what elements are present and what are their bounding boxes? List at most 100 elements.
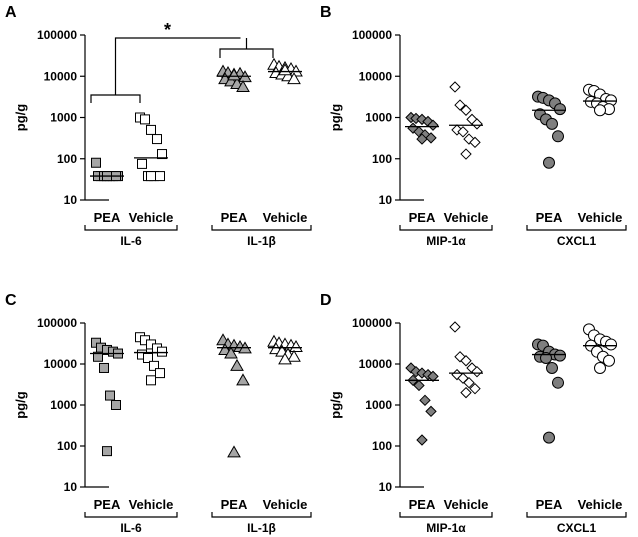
group-label: IL-6 <box>120 521 142 535</box>
data-point <box>137 158 147 169</box>
data-point <box>469 136 481 149</box>
data-point <box>146 375 156 386</box>
y-tick-label: 100 <box>372 439 392 453</box>
data-point <box>457 126 469 138</box>
series-il6-vehicle <box>134 332 168 386</box>
x-category-label: Vehicle <box>263 497 308 512</box>
panel-D: D 10 100 1000 10000 100000 pg/g PEA Vehicle MIP-1… <box>320 292 627 535</box>
series-mip1-vehicle <box>449 81 483 160</box>
panel-A: A 10 100 1000 10000 100000 pg/g PEA Vehicle IL-6 P… <box>5 4 312 248</box>
data-point <box>236 373 250 386</box>
data-point <box>427 370 439 383</box>
y-tick-label: 100 <box>57 439 77 453</box>
data-point <box>152 134 162 145</box>
x-category-label: Vehicle <box>444 210 489 225</box>
panel-letter: A <box>5 4 17 21</box>
data-point <box>230 358 244 371</box>
panel-letter: C <box>5 292 17 309</box>
series-il6-pea <box>90 157 124 182</box>
x-category-label: PEA <box>221 210 248 225</box>
data-point <box>460 148 472 160</box>
y-axis-label: pg/g <box>328 104 343 131</box>
data-point <box>546 361 558 374</box>
y-tick-label: 10000 <box>44 357 78 371</box>
group-label: MIP-1α <box>426 521 466 535</box>
series-cxcl1-pea <box>532 90 566 169</box>
data-point <box>146 171 156 182</box>
data-point <box>287 72 301 85</box>
data-point <box>594 361 606 374</box>
group-bracket <box>84 225 178 231</box>
y-tick-label: 100 <box>57 152 77 166</box>
data-point <box>460 386 472 399</box>
x-category-label: PEA <box>409 210 436 225</box>
data-point <box>605 338 617 351</box>
x-category-label: Vehicle <box>578 497 623 512</box>
y-tick-label: 100000 <box>352 28 392 42</box>
group-label: CXCL1 <box>557 234 597 248</box>
data-point <box>140 114 150 125</box>
data-point <box>543 156 555 169</box>
data-point <box>155 171 165 182</box>
panel-B: B 10 100 1000 10000 100000 pg/g PEA Vehicle MIP-1… <box>320 4 627 248</box>
data-point <box>289 339 303 352</box>
data-point <box>449 81 461 93</box>
data-point <box>554 349 566 362</box>
data-point <box>278 352 292 365</box>
y-axis-label: pg/g <box>13 391 28 418</box>
data-point <box>416 133 428 145</box>
data-point <box>105 390 115 401</box>
data-point <box>413 379 425 392</box>
y-tick-label: 10 <box>64 480 78 494</box>
data-point <box>149 360 159 371</box>
series-mip1-vehicle <box>449 321 483 399</box>
data-point <box>471 118 483 130</box>
group-label: MIP-1α <box>426 234 466 248</box>
group-bracket <box>399 512 493 518</box>
series-mip1-pea <box>405 362 439 446</box>
series-cxcl1-pea <box>532 338 566 444</box>
data-point <box>546 117 558 130</box>
data-point <box>427 119 439 131</box>
y-tick-label: 100000 <box>352 316 392 330</box>
data-point <box>155 368 165 379</box>
x-category-label: PEA <box>536 497 563 512</box>
series-il1-pea <box>216 64 252 92</box>
series-mip1-pea <box>405 111 439 145</box>
series-il1-pea <box>216 333 252 458</box>
data-point <box>419 394 431 407</box>
x-category-label: Vehicle <box>129 497 174 512</box>
group-label: IL-1β <box>247 521 276 535</box>
data-point <box>554 103 566 116</box>
series-il6-vehicle <box>134 112 168 182</box>
series-cxcl1-vehicle <box>583 323 617 374</box>
group-label: IL-6 <box>120 234 142 248</box>
y-tick-label: 100000 <box>37 316 77 330</box>
y-tick-label: 100 <box>372 152 392 166</box>
series-il1-vehicle <box>267 57 303 85</box>
data-point <box>227 445 241 458</box>
data-point <box>143 353 153 364</box>
series-il6-pea <box>90 337 124 457</box>
data-point <box>463 376 475 389</box>
series-cxcl1-vehicle <box>583 83 617 117</box>
x-category-label: PEA <box>94 497 121 512</box>
panel-letter: B <box>320 4 332 21</box>
x-category-label: Vehicle <box>263 210 308 225</box>
data-point <box>236 79 250 92</box>
data-point <box>552 376 564 389</box>
data-point <box>460 104 472 116</box>
data-point <box>157 149 167 160</box>
data-point <box>603 354 615 367</box>
group-label: CXCL1 <box>557 521 597 535</box>
group-bracket <box>399 225 493 231</box>
y-tick-label: 1000 <box>365 398 392 412</box>
x-category-label: Vehicle <box>578 210 623 225</box>
x-category-label: PEA <box>536 210 563 225</box>
data-point <box>543 431 555 444</box>
data-point <box>471 365 483 378</box>
x-category-label: Vehicle <box>444 497 489 512</box>
group-bracket <box>84 512 178 518</box>
group-label: IL-1β <box>247 234 276 248</box>
data-point <box>227 68 241 81</box>
